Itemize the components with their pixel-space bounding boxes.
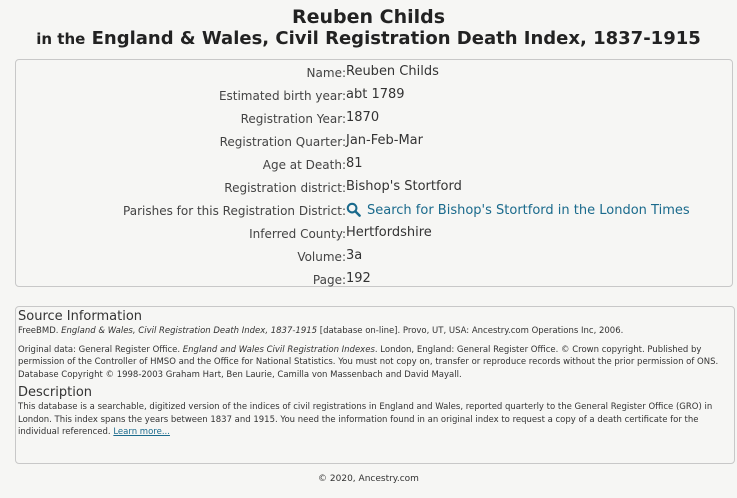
citation-title: England & Wales, Civil Registration Deat… [61,326,318,336]
record-row-inferred-county: Inferred County: Hertfordshire [16,223,732,246]
description-heading: Description [18,385,93,400]
source-information-panel: Source Information FreeBMD. England & Wa… [15,306,735,464]
source-heading: Source Information [18,309,143,324]
search-london-times-link[interactable]: Search for Bishop's Stortford in the Lon… [346,202,690,218]
record-label: Registration district: [224,181,346,195]
record-label: Parishes for this Registration District: [123,204,346,218]
record-row-parishes: Parishes for this Registration District:… [16,200,732,223]
record-label: Volume: [297,250,346,264]
source-original-data: Original data: General Register Office. … [18,344,732,382]
original-data-text: . London, England: General Register Offi… [18,344,719,380]
citation-text: [database on-line]. Provo, UT, USA: Ance… [317,326,624,336]
record-row-registration-district: Registration district: Bishop's Stortfor… [16,177,732,200]
copyright-footer: © 2020, Ancestry.com [318,474,419,484]
record-label: Registration Year: [240,112,346,126]
record-label: Estimated birth year: [218,89,346,103]
record-row-volume: Volume: 3a [16,246,732,269]
record-row-name: Name: Reuben Childs [16,62,732,85]
record-row-registration-quarter: Registration Quarter: Jan-Feb-Mar [16,131,732,154]
citation-text: FreeBMD. [18,326,62,336]
page-title: Reuben Childs [291,6,446,28]
record-label: Age at Death: [262,158,346,172]
record-label: Registration Quarter: [219,135,346,149]
record-label: Inferred County: [249,227,346,241]
record-row-age-at-death: Age at Death: 81 [16,154,732,177]
search-link-label[interactable]: Search for Bishop's Stortford in the Lon… [367,203,690,218]
record-value: 3a [346,248,363,263]
record-row-birth-year: Estimated birth year: abt 1789 [16,85,732,108]
source-citation: FreeBMD. England & Wales, Civil Registra… [18,325,732,338]
record-label: Name: [306,66,346,80]
collection-title-name: England & Wales, Civil Registration Deat… [91,28,701,49]
learn-more-link[interactable]: Learn more... [113,427,170,437]
page-title-block: Reuben Childs in the England & Wales, Ci… [0,6,737,50]
collection-title-prefix: in the [36,30,86,48]
record-value: Hertfordshire [346,225,432,240]
original-data-text: Original data: General Register Office. [18,344,183,355]
record-value: Jan-Feb-Mar [346,133,423,148]
collection-title: in the England & Wales, Civil Registrati… [0,28,737,50]
record-value: Bishop's Stortford [346,179,462,194]
record-value: 1870 [346,110,380,125]
record-value: 192 [346,271,371,286]
description-text: This database is a searchable, digitized… [18,401,732,439]
record-value: Reuben Childs [346,64,439,79]
original-data-title: England and Wales Civil Registration Ind… [182,344,375,355]
record-row-registration-year: Registration Year: 1870 [16,108,732,131]
record-details-panel: Name: Reuben Childs Estimated birth year… [15,59,733,287]
record-value: 81 [346,156,363,171]
record-value: abt 1789 [346,87,405,102]
record-row-page: Page: 192 [16,269,732,292]
description-body: This database is a searchable, digitized… [18,402,713,437]
search-icon [346,202,361,217]
record-label: Page: [312,273,346,287]
